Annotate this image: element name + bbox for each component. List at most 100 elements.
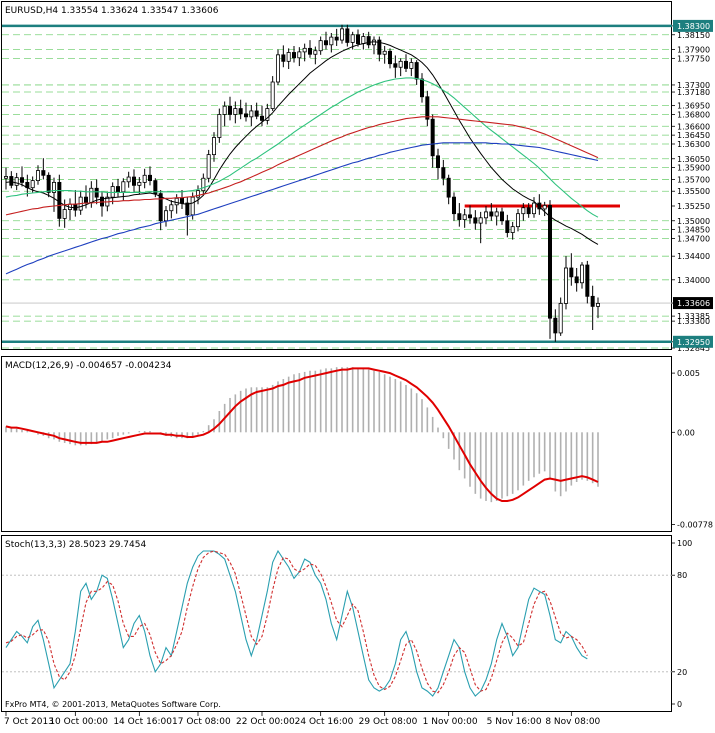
candle-body [185,202,190,216]
candle-body [441,167,446,179]
candle-body [542,205,547,210]
candle-body [414,62,419,80]
candle-body [110,186,115,198]
candle-body [532,202,537,215]
price-tick-label: 1.34850 [677,226,710,235]
candle-body [393,63,398,68]
candle-body [36,170,41,182]
price-tick-label: 1.35500 [677,187,710,196]
candle-body [435,155,440,169]
candle-body [553,317,558,334]
candle-body [286,52,291,62]
candle-body [121,181,126,193]
candle-body [467,214,472,219]
candle-body [46,174,51,193]
macd-tick-label: 0.00 [677,428,695,437]
candle-body [446,177,451,198]
candle-body [323,40,328,46]
date-label: 17 Oct 08:00 [172,717,231,727]
candle-body [217,114,222,138]
candle-body [313,50,318,55]
candle-body [94,187,99,198]
candle-body [307,47,312,55]
price-tick-label: 1.33385 [677,312,710,321]
candle-body [403,60,408,69]
price-tick-label: 1.36300 [677,140,710,149]
candle-body [371,39,376,46]
candle-body [387,50,392,65]
candle-body [62,209,67,219]
moving-average-line [5,77,599,218]
price-tick-label: 1.34400 [677,252,710,261]
date-label: 24 Oct 16:00 [295,717,354,727]
candle-body [30,180,35,189]
candle-body [409,62,414,69]
price-tick-label: 1.35700 [677,175,710,184]
candle-body [179,197,184,204]
macd-signal-line [5,367,599,502]
candle-body [366,36,371,46]
candle-body [548,205,553,319]
candle-body [457,213,462,220]
candle-body [574,276,579,284]
current-price-label: 1.33606 [677,299,710,308]
stoch-tick-label: 100 [677,539,692,548]
candle-body [334,36,339,41]
candle-body [233,108,238,115]
level-badge-label: 1.38300 [677,22,710,31]
candle-body [569,267,574,278]
price-tick-label: 1.36950 [677,102,710,111]
price-tick-label: 1.37750 [677,54,710,63]
moving-average-line [5,41,599,245]
candle-body [526,207,531,215]
macd-tick-label: 0.005 [677,369,700,378]
date-label: 8 Nov 08:00 [545,717,600,727]
moving-average-line [5,142,599,275]
candle-body [505,220,510,233]
candle-body [473,217,478,224]
candle-body [516,213,521,228]
candle-body [254,110,259,117]
candle-body [206,154,211,179]
level-badge-label: 1.32950 [677,338,710,347]
candle-body [14,177,19,186]
price-tick-label: 1.34700 [677,234,710,243]
candle-body [211,137,216,156]
candle-body [345,28,350,43]
price-tick-label: 1.38150 [677,31,710,40]
candle-body [131,176,136,186]
macd-tick-label: -0.00778 [677,520,713,529]
candle-body [382,50,387,55]
candle-body [425,96,430,120]
candle-body [142,174,147,183]
candle-body [195,190,200,198]
candle-body [318,40,323,52]
candle-body [483,211,488,219]
candle-body [4,176,9,179]
price-tick-label: 1.37900 [677,46,710,55]
price-tick-label: 1.36600 [677,122,710,131]
price-tick-label: 1.34000 [677,276,710,285]
candle-body [377,39,382,55]
candle-body [270,81,275,109]
price-tick-label: 1.35250 [677,202,710,211]
candle-body [510,226,515,233]
price-tick-label: 1.33300 [677,317,710,326]
candle-body [419,78,424,98]
level-badge [673,335,713,348]
candle-body [222,105,227,115]
candle-body [201,177,206,192]
current-price-badge [673,297,713,310]
candle-body [41,170,46,176]
candle-body [339,28,344,41]
stoch-signal-line [5,550,588,694]
date-label: 29 Oct 08:00 [359,717,418,727]
stoch-pane-title: Stoch(13,3,3) 28.5023 29.7454 [5,540,146,550]
candle-body [9,176,14,186]
candle-body [585,264,590,297]
stoch-pane-frame [1,535,672,712]
price-tick-label: 1.36450 [677,131,710,140]
level-badge [673,19,713,32]
